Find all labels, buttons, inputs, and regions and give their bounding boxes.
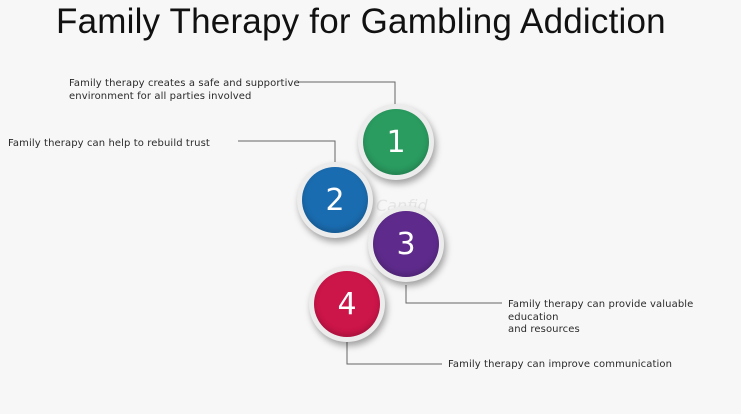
step-circle-1: 1	[358, 104, 434, 180]
step-circle-3: 3	[368, 206, 444, 282]
step-number-4: 4	[314, 271, 380, 337]
connector-line-4	[346, 342, 442, 365]
item-1-text-line-2: environment for all parties involved	[69, 90, 252, 102]
item-3-text-line-1: Family therapy can provide valuable educ…	[508, 299, 694, 323]
step-number-2: 2	[302, 167, 368, 233]
item-2-text: Family therapy can help to rebuild trust	[8, 138, 210, 151]
connector-line-3	[405, 285, 502, 304]
item-4-text-line-1: Family therapy can improve communication	[448, 359, 673, 370]
connector-line-2	[238, 140, 336, 166]
connector-line-1	[298, 81, 396, 106]
item-4-text: Family therapy can improve communication	[448, 359, 672, 372]
item-1-text: Family therapy creates a safe and suppor…	[69, 78, 300, 103]
step-number-1: 1	[363, 109, 429, 175]
step-number-3: 3	[373, 211, 439, 277]
item-1-text-line-1: Family therapy creates a safe and suppor…	[69, 78, 300, 89]
step-circle-2: 2	[297, 162, 373, 238]
page-title: Family Therapy for Gambling Addiction	[56, 2, 666, 41]
item-2-text-line-1: Family therapy can help to rebuild trust	[8, 138, 210, 149]
step-circle-4: 4	[309, 266, 385, 342]
item-3-text-line-2: and resources	[508, 324, 580, 335]
item-3-text: Family therapy can provide valuable educ…	[508, 299, 741, 337]
